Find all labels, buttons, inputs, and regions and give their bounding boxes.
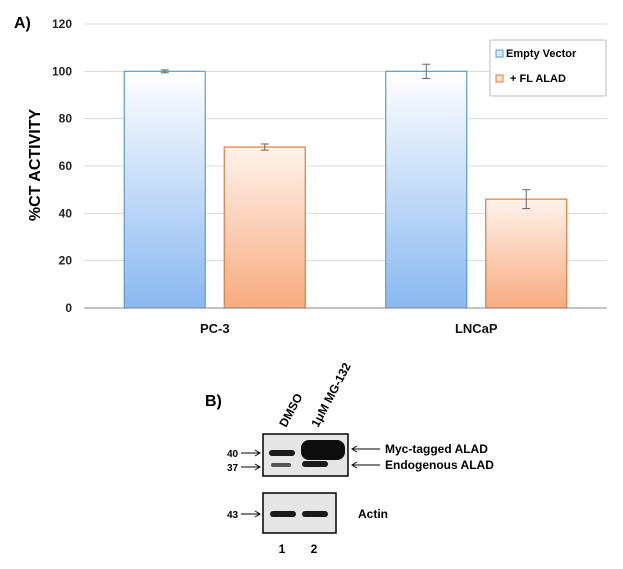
band-arrows-top (351, 445, 380, 469)
legend-box (489, 39, 607, 97)
lane-label-dmso: DMSO (276, 391, 305, 429)
mw-marker-40: 40 (227, 449, 239, 460)
y-axis-label: %CT ACTIVITY (27, 109, 44, 222)
y-tick-label: 80 (59, 112, 73, 126)
band-dmso-myc-alad (269, 450, 295, 456)
legend-swatch-fl-alad (495, 74, 504, 83)
error-bars (160, 63, 531, 210)
panel-b-label: B) (205, 393, 222, 410)
bar-pc-3-series-1 (223, 146, 306, 309)
marker-arrows-top (241, 449, 261, 471)
legend-label-fl-alad: + FL ALAD (510, 73, 566, 85)
y-tick-label: 60 (59, 159, 73, 173)
marker-arrow-bottom (241, 510, 261, 518)
band-dmso-endogenous-alad (271, 463, 291, 467)
y-tick-label: 100 (52, 64, 72, 78)
blot-bottom-panel (262, 492, 337, 534)
x-category-label: PC-3 (200, 321, 230, 336)
y-tick-label: 0 (65, 301, 72, 315)
lane-number-1: 1 (279, 542, 286, 556)
band-label-myc-tagged-alad: Myc-tagged ALAD (385, 442, 488, 456)
mw-marker-37: 37 (227, 463, 239, 474)
band-mg132-actin (302, 511, 328, 517)
band-label-actin: Actin (358, 507, 388, 521)
legend: Empty Vector + FL ALAD (489, 39, 607, 97)
bar-pc-3-series-0 (123, 70, 206, 309)
bar-lncap-series-1 (485, 198, 568, 309)
bar-lncap-series-0 (385, 70, 468, 309)
blot-top-panel (262, 433, 349, 477)
band-mg132-endogenous-alad (302, 461, 328, 467)
band-dmso-actin (270, 511, 296, 517)
x-category-label: LNCaP (455, 321, 498, 336)
panel-a-label: A) (14, 15, 31, 32)
lane-number-2: 2 (311, 542, 318, 556)
x-axis-categories: PC-3 LNCaP (200, 321, 498, 336)
mw-marker-43: 43 (227, 510, 239, 521)
y-axis-ticks: 0 20 40 60 80 100 120 (52, 17, 72, 315)
legend-label-empty-vector: Empty Vector (506, 48, 577, 60)
band-label-endogenous-alad: Endogenous ALAD (385, 458, 494, 472)
bars (123, 70, 568, 309)
band-mg132-myc-alad (301, 440, 345, 460)
y-tick-label: 40 (59, 206, 73, 220)
lane-label-mg132: 1μM MG-132 (308, 360, 354, 429)
y-tick-label: 20 (59, 254, 73, 268)
bar-chart: 0 20 40 60 80 100 120 PC-3 LNCaP %CT ACTIVITY (27, 17, 607, 336)
legend-swatch-empty-vector (495, 49, 504, 58)
y-tick-label: 120 (52, 17, 72, 31)
